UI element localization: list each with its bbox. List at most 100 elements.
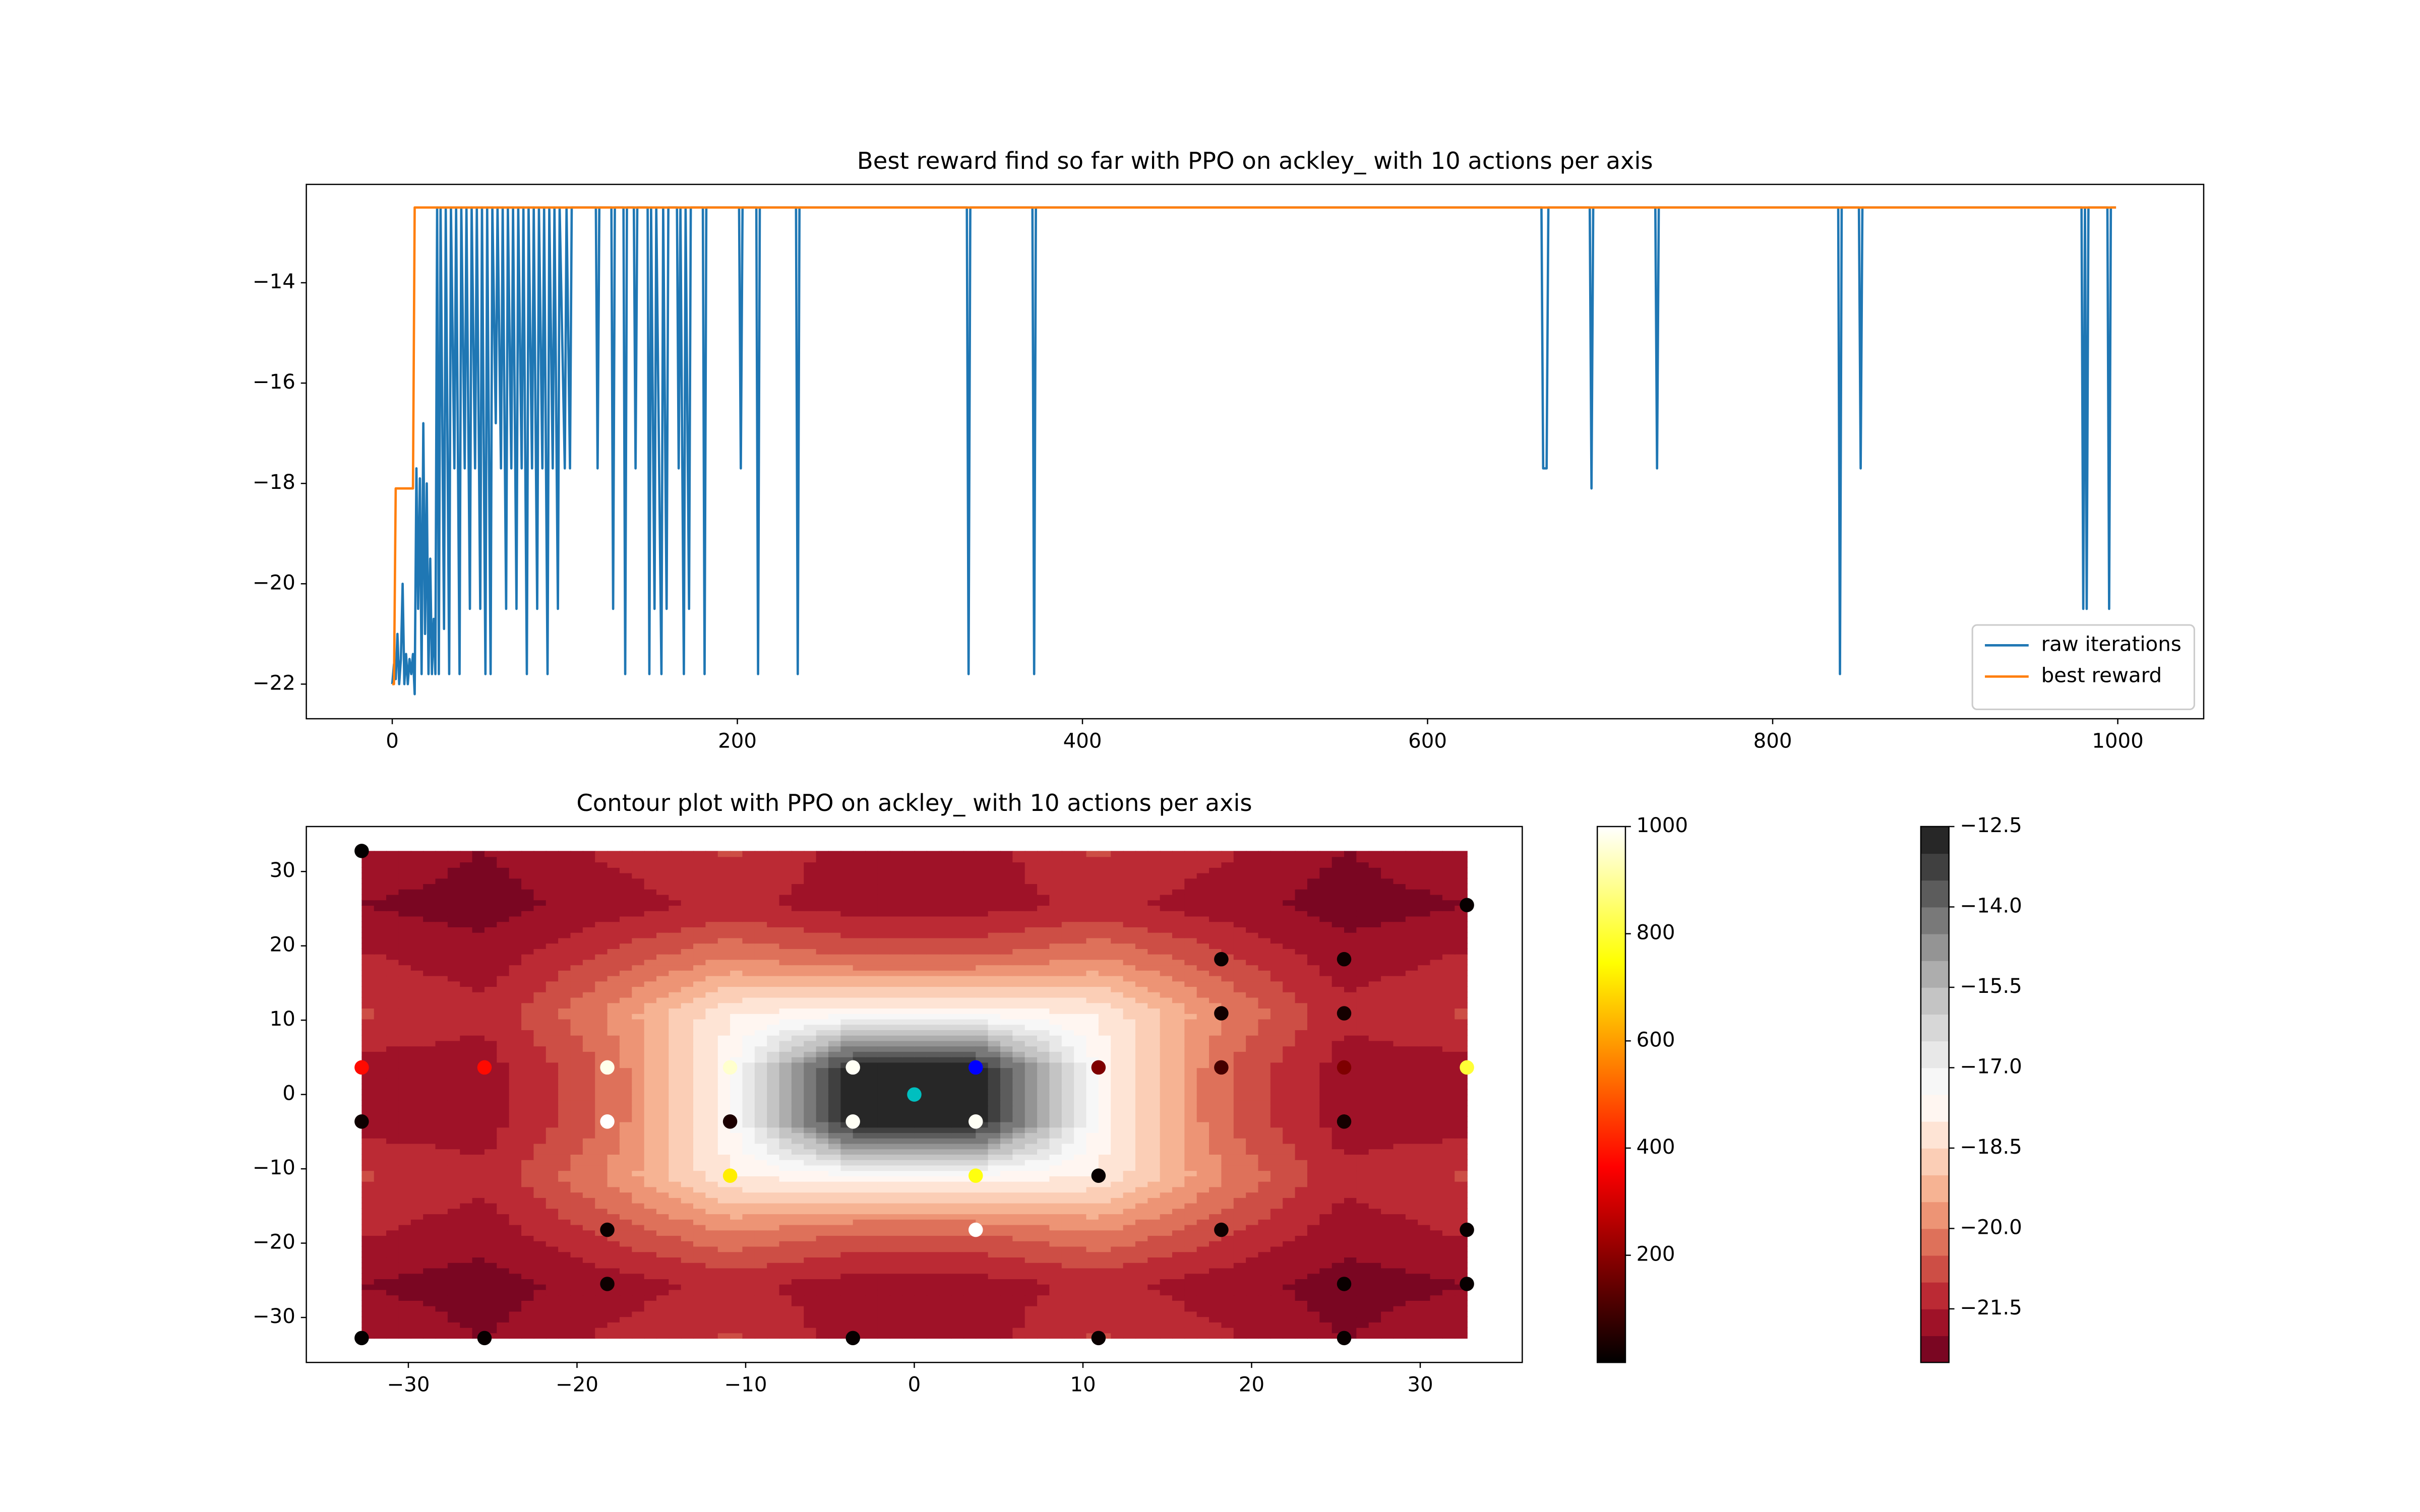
contour-cell (1221, 1294, 1235, 1301)
contour-cell (853, 1256, 866, 1263)
contour-cell (828, 1029, 841, 1036)
contour-cell (1283, 1127, 1296, 1133)
contour-cell (361, 1019, 375, 1025)
contour-cell (914, 1203, 928, 1209)
contour-cell (607, 1019, 621, 1025)
contour-cell (926, 1311, 940, 1317)
contour-cell (1283, 1316, 1296, 1322)
contour-cell (914, 1197, 928, 1204)
contour-cell (1233, 1186, 1247, 1193)
contour-cell (497, 1013, 510, 1020)
contour-cell (619, 1045, 633, 1052)
contour-cell (767, 1149, 780, 1155)
contour-cell (988, 1143, 1001, 1150)
contour-cell (840, 1159, 854, 1166)
contour-cell (398, 1165, 412, 1171)
contour-cell (1000, 1246, 1013, 1252)
contour-cell (386, 1078, 399, 1085)
contour-cell (472, 1040, 486, 1047)
contour-cell (976, 1132, 989, 1139)
contour-cell (656, 1278, 670, 1285)
contour-cell (644, 1105, 657, 1112)
contour-cell (1000, 1235, 1013, 1241)
contour-cell (1221, 1132, 1235, 1139)
contour-cell (656, 1089, 670, 1095)
contour-cell (1344, 1316, 1357, 1322)
contour-cell (1184, 1246, 1197, 1252)
contour-cell (754, 1262, 768, 1269)
contour-cell (705, 1300, 718, 1306)
contour-cell (1086, 1230, 1100, 1236)
contour-cell (1283, 1235, 1296, 1241)
contour-cell (595, 1143, 608, 1150)
contour-cell (497, 1278, 510, 1285)
contour-cell (1283, 1186, 1296, 1193)
contour-cell (1319, 1143, 1333, 1150)
contour-cell (595, 1186, 608, 1193)
contour-cell (435, 1175, 449, 1182)
contour-cell (1319, 1333, 1333, 1339)
contour-cell (877, 1246, 891, 1252)
contour-cell (1086, 1300, 1100, 1306)
contour-cell (1037, 1170, 1050, 1176)
contour-cell (447, 1143, 461, 1150)
contour-cell (423, 1040, 436, 1047)
contour-cell (1037, 1278, 1050, 1285)
contour-cell (816, 1311, 829, 1317)
contour-cell (889, 1045, 903, 1052)
contour-cell (1135, 1251, 1148, 1258)
contour-cell (1172, 1186, 1185, 1193)
contour-cell (816, 1300, 829, 1306)
contour-cell (1270, 1230, 1284, 1236)
contour-cell (1184, 1219, 1197, 1225)
contour-cell (1049, 1333, 1063, 1339)
contour-cell (840, 1235, 854, 1241)
contour-cell (546, 1154, 559, 1160)
contour-cell (976, 1159, 989, 1166)
contour-cell (791, 1203, 805, 1209)
contour-cell (865, 1138, 878, 1144)
contour-cell (1368, 1138, 1382, 1144)
contour-cell (1111, 1240, 1124, 1247)
contour-cell (767, 1203, 780, 1209)
contour-cell (521, 1165, 534, 1171)
contour-cell (1061, 1132, 1075, 1139)
contour-cell (1332, 1305, 1345, 1312)
contour-cell (742, 1035, 756, 1041)
contour-cell (1049, 1305, 1063, 1312)
contour-cell (976, 1073, 989, 1079)
contour-cell (410, 1170, 424, 1176)
contour-cell (865, 1181, 878, 1187)
contour-cell (889, 1191, 903, 1198)
contour-cell (730, 1316, 743, 1322)
contour-cell (1024, 1333, 1038, 1339)
contour-cell (1184, 1235, 1197, 1241)
contour-cell (1049, 1143, 1063, 1150)
contour-cell (521, 1094, 534, 1101)
contour-cell (472, 1240, 486, 1247)
contour-cell (1430, 1311, 1443, 1317)
contour-cell (1258, 1203, 1272, 1209)
contour-cell (1024, 1203, 1038, 1209)
contour-cell (410, 1051, 424, 1057)
contour-cell (1368, 1078, 1382, 1085)
contour-cell (742, 1019, 756, 1025)
contour-cell (1246, 1165, 1259, 1171)
contour-cell (1037, 1294, 1050, 1301)
contour-cell (767, 1143, 780, 1150)
contour-cell (361, 1159, 375, 1166)
contour-cell (1418, 1262, 1431, 1269)
contour-cell (398, 1251, 412, 1258)
contour-cell (951, 1213, 964, 1220)
contour-cell (1368, 1121, 1382, 1128)
contour-cell (681, 1294, 694, 1301)
contour-cell (1074, 1073, 1087, 1079)
contour-cell (754, 1159, 768, 1166)
contour-cell (472, 1089, 486, 1095)
contour-cell (570, 1273, 584, 1279)
contour-cell (1012, 1116, 1025, 1122)
contour-cell (1135, 1116, 1148, 1122)
contour-cell (1295, 1116, 1308, 1122)
contour-cell (1455, 1089, 1468, 1095)
contour-cell (976, 1138, 989, 1144)
